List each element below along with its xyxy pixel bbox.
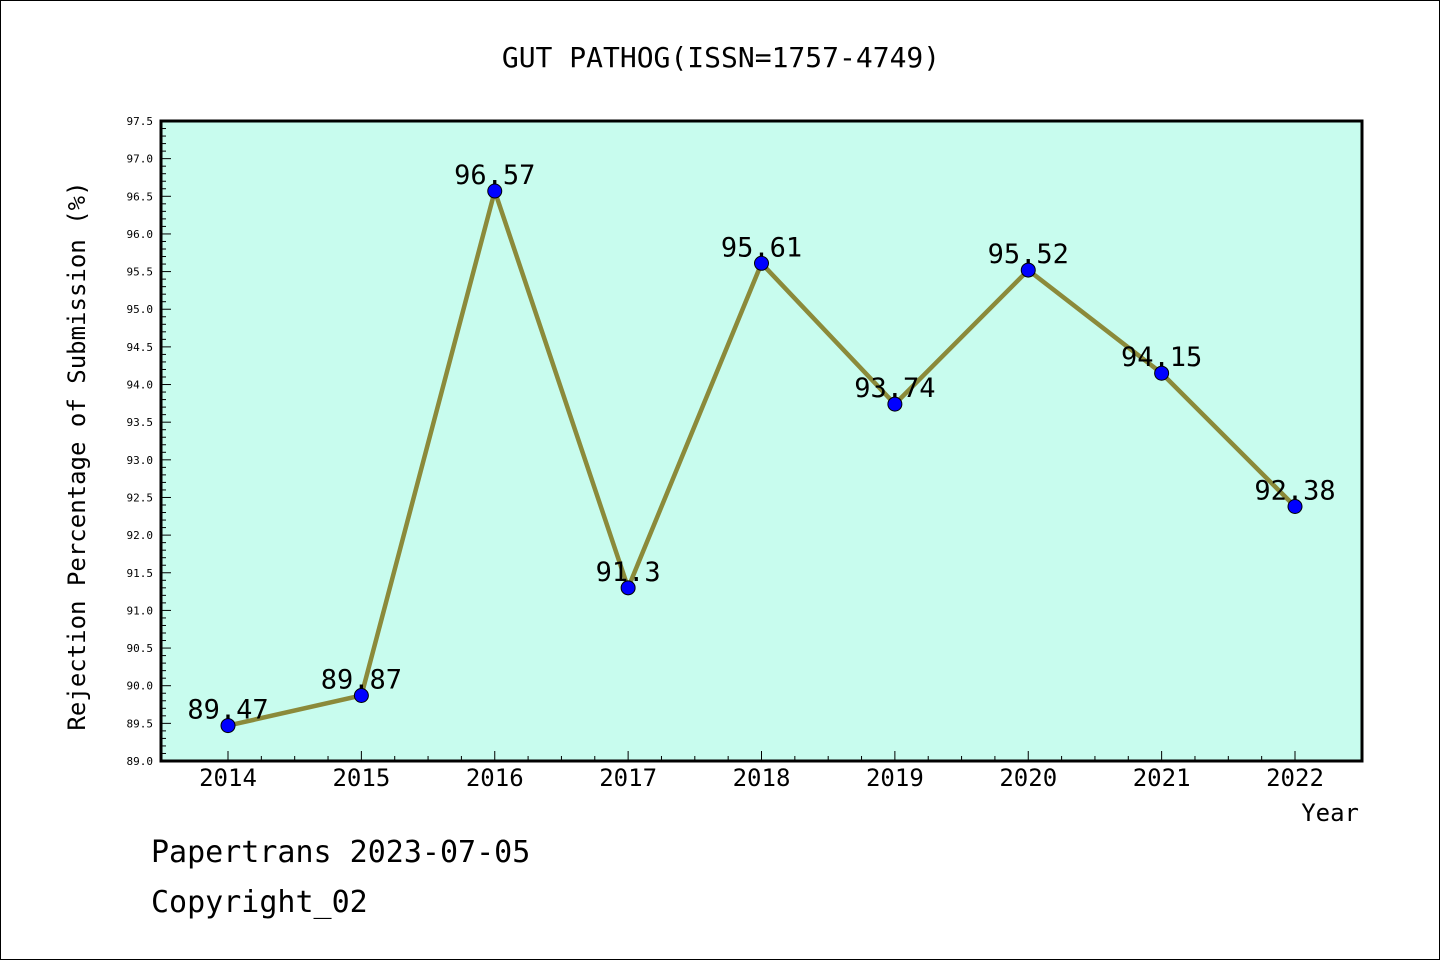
data-label: 91.3 bbox=[596, 557, 661, 588]
y-tick-label: 97.5 bbox=[127, 115, 154, 128]
footer-date: Papertrans 2023-07-05 bbox=[151, 835, 531, 870]
y-tick-label: 91.5 bbox=[127, 567, 154, 580]
x-tick-label: 2015 bbox=[332, 764, 390, 792]
y-tick-label: 93.5 bbox=[127, 416, 154, 429]
x-axis-label: Year bbox=[1301, 799, 1359, 827]
y-tick-label: 89.5 bbox=[127, 717, 154, 730]
data-label: 96.57 bbox=[454, 160, 535, 191]
y-tick-label: 89.0 bbox=[127, 755, 154, 768]
data-point bbox=[487, 183, 503, 199]
data-point bbox=[353, 687, 369, 703]
data-label: 95.61 bbox=[721, 232, 802, 263]
data-point bbox=[887, 396, 903, 412]
series-line-group bbox=[220, 183, 1303, 734]
x-tick-label: 2016 bbox=[466, 764, 524, 792]
data-label: 93.74 bbox=[854, 373, 935, 404]
data-label: 89.47 bbox=[187, 695, 268, 726]
data-label: 94.15 bbox=[1121, 342, 1202, 373]
data-point bbox=[620, 580, 636, 596]
x-tick-label: 2017 bbox=[599, 764, 657, 792]
y-tick-label: 90.5 bbox=[127, 642, 154, 655]
y-axis-label: Rejection Percentage of Submission (%) bbox=[63, 181, 91, 730]
y-tick-label: 94.0 bbox=[127, 379, 154, 392]
y-tick-label: 92.5 bbox=[127, 491, 154, 504]
x-tick-label: 2022 bbox=[1266, 764, 1324, 792]
plot-area bbox=[161, 121, 1362, 761]
data-point bbox=[1287, 499, 1303, 515]
y-axis: 89.0 89.5 90.0 90.5 91.0 91.5 92.0 92.5 93.0 93.5… bbox=[127, 115, 171, 768]
y-tick-label: 95.0 bbox=[127, 303, 154, 316]
x-tick-label: 2021 bbox=[1133, 764, 1191, 792]
y-tick-label: 96.5 bbox=[127, 190, 154, 203]
data-label: 95.52 bbox=[988, 239, 1069, 270]
y-tick-label: 90.0 bbox=[127, 680, 154, 693]
data-label: 92.38 bbox=[1254, 476, 1335, 507]
x-tick-label: 2018 bbox=[733, 764, 791, 792]
x-tick-label: 2020 bbox=[999, 764, 1057, 792]
footer-copyright: Copyright_02 bbox=[151, 885, 368, 920]
data-labels-group: 89.47 89.87 96.57 91.3 95.61 93.74 95.52 94.15 9… bbox=[187, 160, 1335, 726]
x-tick-label: 2019 bbox=[866, 764, 924, 792]
y-tick-label: 95.5 bbox=[127, 266, 154, 279]
y-tick-label: 92.0 bbox=[127, 529, 154, 542]
y-tick-label: 93.0 bbox=[127, 454, 154, 467]
data-point bbox=[754, 255, 769, 271]
x-tick-label: 2014 bbox=[199, 764, 257, 792]
plot-border bbox=[159, 119, 1364, 763]
data-point bbox=[220, 718, 236, 734]
y-tick-label: 94.5 bbox=[127, 341, 154, 354]
y-tick-label: 96.0 bbox=[127, 228, 154, 241]
chart-title: GUT PATHOG(ISSN=1757-4749) bbox=[502, 41, 940, 74]
data-point bbox=[1020, 262, 1036, 278]
data-point bbox=[1154, 365, 1170, 381]
y-tick-label: 91.0 bbox=[127, 604, 154, 617]
y-tick-label: 97.0 bbox=[127, 153, 154, 166]
data-label: 89.87 bbox=[321, 664, 402, 695]
x-axis: 2014 2015 2016 2017 2018 2019 2020 2021 2022 bbox=[199, 751, 1324, 792]
